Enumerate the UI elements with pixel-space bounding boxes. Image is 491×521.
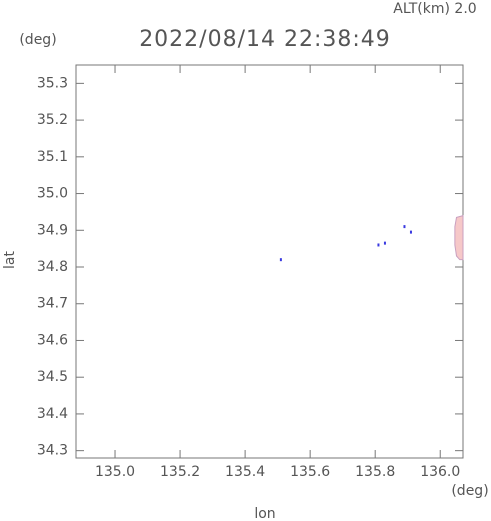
x-tick-label: 136.0 <box>420 464 460 480</box>
y-tick-label: 35.2 <box>37 112 68 128</box>
echo-point <box>409 230 412 234</box>
x-unit: (deg) <box>451 483 488 499</box>
y-tick-label: 35.3 <box>37 75 68 91</box>
echo-point <box>383 241 386 245</box>
chart-title: 2022/08/14 22:38:49 <box>139 27 391 52</box>
altitude-label: ALT(km) 2.0 <box>393 1 476 17</box>
y-tick-label: 35.0 <box>37 186 68 202</box>
echo-point <box>403 225 406 229</box>
y-tick-label: 35.1 <box>37 149 68 165</box>
x-tick-label: 135.0 <box>95 464 135 480</box>
y-tick-label: 34.6 <box>37 332 68 348</box>
y-tick-label: 34.4 <box>37 406 68 422</box>
x-tick-label: 135.4 <box>225 464 265 480</box>
y-tick-label: 34.3 <box>37 443 68 459</box>
y-tick-label: 34.9 <box>37 222 68 238</box>
x-tick-label: 135.6 <box>290 464 330 480</box>
plot-frame <box>75 64 464 459</box>
y-tick-label: 34.8 <box>37 259 68 275</box>
y-tick-label: 34.7 <box>37 296 68 312</box>
x-axis-label: lon <box>254 506 275 521</box>
echo-point <box>279 258 282 262</box>
y-axis-label: lat <box>2 251 18 269</box>
y-tick-label: 34.5 <box>37 369 68 385</box>
x-tick-label: 135.8 <box>355 464 395 480</box>
echo-point <box>377 243 380 247</box>
y-unit: (deg) <box>19 32 56 48</box>
x-tick-label: 135.2 <box>160 464 200 480</box>
echo-region <box>454 214 464 261</box>
